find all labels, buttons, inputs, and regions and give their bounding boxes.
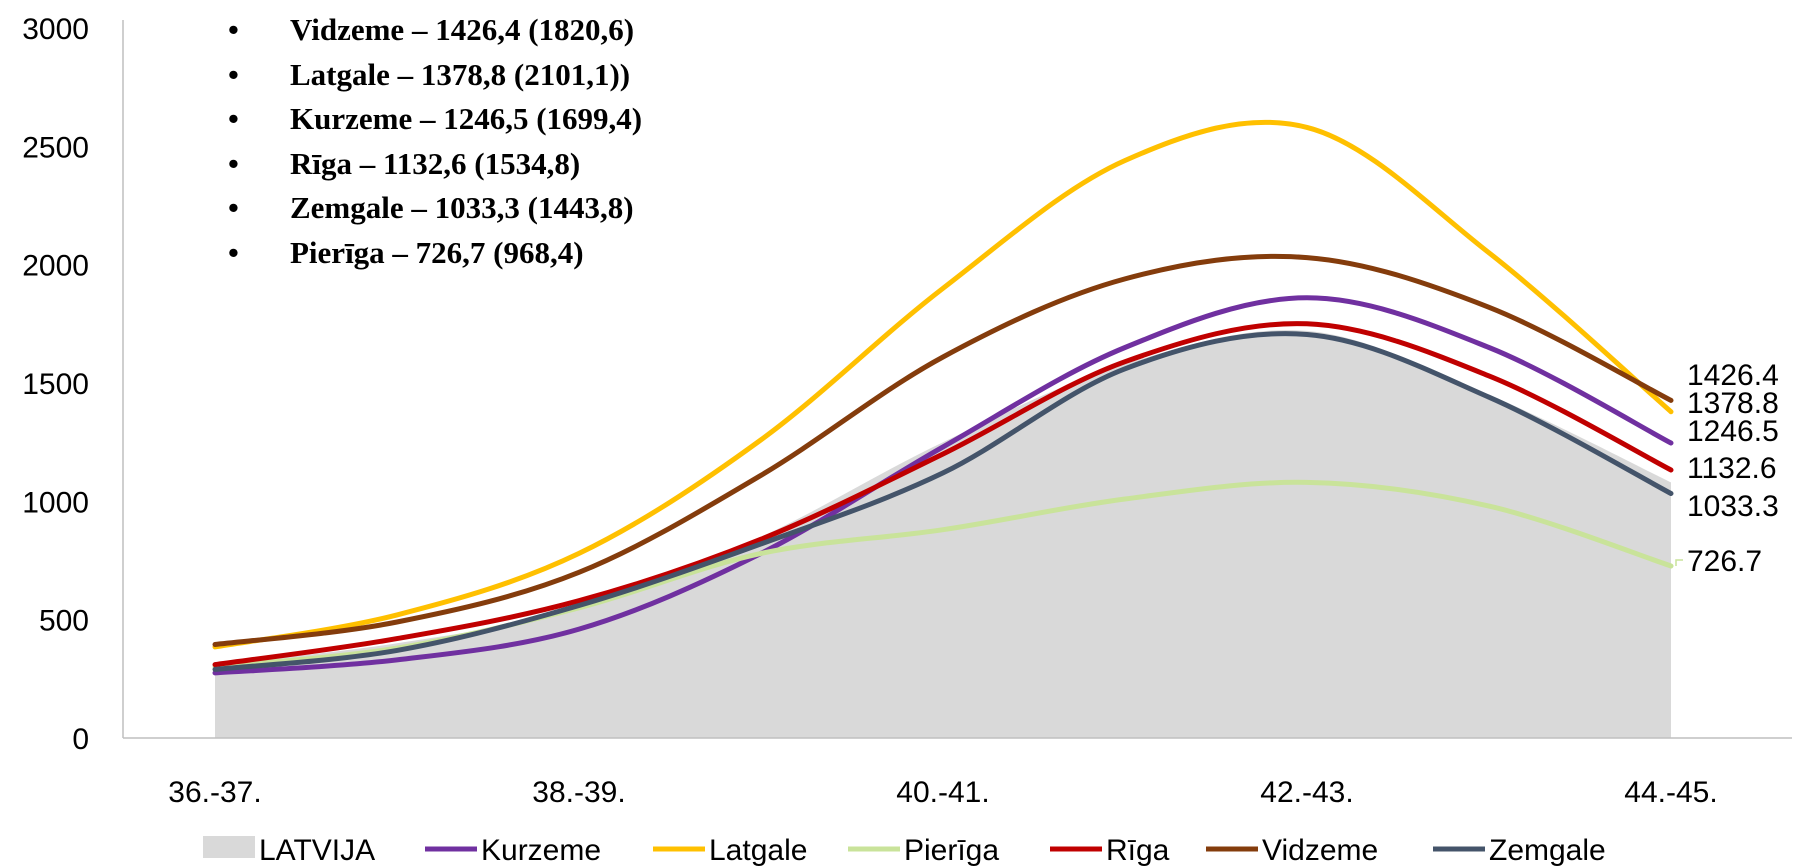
legend-item-riga: Rīga [1050, 834, 1170, 867]
legend-label: Kurzeme [481, 834, 601, 867]
annotation-text: Vidzeme – 1426,4 (1820,6) [290, 12, 635, 47]
data-label: 1132.6 [1687, 452, 1777, 485]
area-layer [215, 330, 1671, 738]
y-tick-label: 1500 [22, 368, 89, 401]
axes: 0 500 1000 1500 2000 2500 3000 36.-37. 38.-39. 40… [22, 13, 1792, 809]
area-latvija [215, 330, 1671, 738]
legend-item-kurzeme: Kurzeme [425, 834, 601, 867]
bullet-icon: • [228, 145, 239, 181]
y-tick-label: 500 [39, 605, 89, 638]
annotation-item: • Zemgale – 1033,3 (1443,8) [228, 186, 642, 231]
annotation-text: Rīga – 1132,6 (1534,8) [290, 145, 581, 181]
y-tick-label: 2500 [22, 131, 89, 164]
y-tick-label: 2000 [22, 250, 89, 283]
annotation-item: • Rīga – 1132,6 (1534,8) [228, 142, 642, 187]
annotation-text: Latgale – 1378,8 (2101,1)) [290, 56, 631, 92]
annotation-item: • Latgale – 1378,8 (2101,1)) [228, 53, 642, 98]
x-tick-label: 42.-43. [1260, 776, 1353, 809]
x-tick-label: 44.-45. [1624, 776, 1717, 809]
series-lines [212, 119, 1674, 676]
data-label: 1246.5 [1687, 415, 1779, 448]
annotation-list: • Vidzeme – 1426,4 (1820,6) • Latgale – 137… [228, 8, 642, 275]
bullet-icon: • [228, 12, 239, 47]
legend-label: Rīga [1106, 834, 1170, 867]
annotation-item: • Kurzeme – 1246,5 (1699,4) [228, 97, 642, 142]
legend-item-latvija: LATVIJA [203, 834, 375, 867]
legend-label: LATVIJA [259, 834, 375, 867]
x-tick-label: 36.-37. [168, 776, 261, 809]
legend-label: Pierīga [904, 834, 999, 867]
line-latgale [212, 119, 1674, 650]
bullet-icon: • [228, 234, 239, 270]
data-label: 1378.8 [1687, 387, 1779, 420]
x-tick-label: 38.-39. [532, 776, 625, 809]
legend-label: Vidzeme [1262, 834, 1378, 867]
annotation-item: • Pierīga – 726,7 (968,4) [228, 231, 642, 276]
annotation-text: Kurzeme – 1246,5 (1699,4) [290, 101, 643, 136]
legend-item-latgale: Latgale [653, 834, 807, 867]
annotation-text: Zemgale – 1033,3 (1443,8) [290, 190, 634, 225]
bullet-icon: • [228, 101, 239, 136]
legend-item-vidzeme: Vidzeme [1206, 834, 1378, 867]
line-vidzeme [212, 253, 1674, 647]
y-tick-label: 3000 [22, 13, 89, 46]
y-tick-label: 0 [72, 723, 89, 756]
legend-swatch [203, 836, 255, 858]
line-riga [212, 321, 1674, 668]
legend-label: Latgale [709, 834, 807, 867]
annotation-item: • Vidzeme – 1426,4 (1820,6) [228, 8, 642, 53]
y-tick-label: 1000 [22, 486, 89, 519]
x-tick-label: 40.-41. [896, 776, 989, 809]
annotation-text: Pierīga – 726,7 (968,4) [290, 234, 584, 270]
legend: LATVIJA Kurzeme Latgale Pierīga Rīga Vidzeme Z… [203, 834, 1606, 867]
line-kurzeme [212, 295, 1674, 676]
leader-line [1675, 559, 1683, 566]
legend-label: Zemgale [1489, 834, 1606, 867]
legend-item-pieriga: Pierīga [848, 834, 999, 867]
bullet-icon: • [228, 56, 239, 92]
data-label: 1033.3 [1687, 490, 1779, 523]
line-zemgale [212, 331, 1674, 672]
legend-item-zemgale: Zemgale [1433, 834, 1606, 867]
data-label: 1426.4 [1687, 359, 1779, 392]
bullet-icon: • [228, 190, 239, 225]
data-label: 726.7 [1687, 545, 1762, 578]
